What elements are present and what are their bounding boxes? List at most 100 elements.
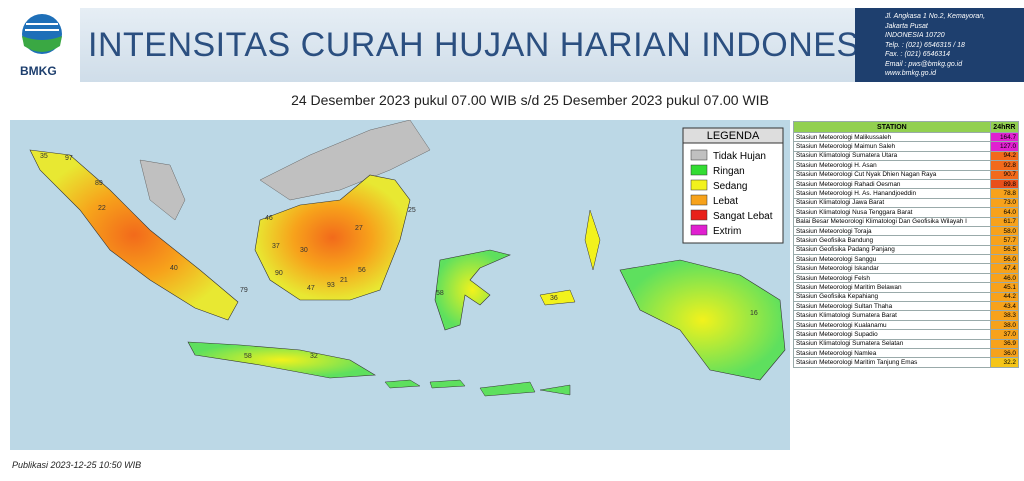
map-label: 37 xyxy=(272,243,280,250)
station-name: Stasiun Meteorologi Maritim Belawan xyxy=(793,282,991,293)
table-row: Stasiun Meteorologi Maritim Tanjung Emas… xyxy=(793,357,1020,368)
station-name: Stasiun Klimatologi Sumatera Barat xyxy=(793,310,991,321)
table-row: Stasiun Klimatologi Sumatera Utara 94.2 xyxy=(793,150,1020,162)
address-line: Jl. Angkasa 1 No.2, Kemayoran, xyxy=(885,13,986,20)
station-name: Stasiun Meteorologi Supadio xyxy=(793,329,991,340)
station-name: Stasiun Meteorologi Rahadi Oesman xyxy=(793,178,991,190)
legend-swatch xyxy=(690,224,708,236)
station-name: Stasiun Meteorologi Sultan Thaha xyxy=(793,301,991,312)
station-name: Stasiun Meteorologi Namlea xyxy=(793,347,991,359)
station-name: Balai Besar Meteorologi Klimatologi Dan … xyxy=(793,216,991,227)
legend-swatch xyxy=(690,149,708,161)
address-line: Email : pws@bmkg.go.id xyxy=(885,60,963,68)
legend-label: Extrim xyxy=(713,226,741,237)
map-label: 25 xyxy=(408,207,416,214)
publication: Publikasi 2023-12-25 10:50 WIB xyxy=(12,460,142,470)
rainfall-value: 127.0 xyxy=(989,141,1020,152)
rainfall-value: 73.0 xyxy=(989,197,1020,209)
address-line: www.bmkg.go.id xyxy=(885,70,936,77)
legend-label: Sedang xyxy=(713,181,747,192)
rainfall-value: 45.1 xyxy=(989,282,1020,293)
header: BMKG INTENSITAS CURAH HUJAN HARIAN INDON… xyxy=(0,0,1024,88)
legend-swatch xyxy=(690,194,708,206)
subtitle: 24 Desember 2023 pukul 07.00 WIB s/d 25 … xyxy=(291,92,769,108)
rainfall-value: 36.0 xyxy=(989,347,1020,359)
rainfall-value: 64.0 xyxy=(989,207,1020,218)
station-name: Stasiun Meteorologi Toraja xyxy=(793,225,991,237)
papua xyxy=(619,259,786,381)
map-label: 27 xyxy=(355,225,363,232)
station-name: Stasiun Geofisika Padang Panjang xyxy=(793,244,991,256)
station-name: Stasiun Klimatologi Sumatera Selatan xyxy=(793,338,991,350)
table-row: Stasiun Meteorologi Toraja 58.0 xyxy=(793,225,1020,237)
station-name: Stasiun Geofisika Bandung xyxy=(793,235,991,246)
station-name: Stasiun Klimatologi Sumatera Utara xyxy=(793,150,991,162)
table-row: Stasiun Klimatologi Jawa Barat 73.0 xyxy=(793,197,1020,209)
map-labels: 35 97 89 22 40 46 37 30 27 56 93 47 21 90 79 58 36 16 32 58… xyxy=(40,153,758,360)
peninsula xyxy=(139,159,186,221)
column-header: 24hRR xyxy=(989,121,1020,133)
table-body: Stasiun Meteorologi Malikussaleh 164.7 Sta… xyxy=(793,131,1020,368)
map-label: 40 xyxy=(170,265,178,272)
station-name: Stasiun Meteorologi H. Asan xyxy=(793,160,991,171)
map-label: 79 xyxy=(240,287,248,294)
station-table: STATION 24hRR Stasiun Meteorologi Maliku… xyxy=(793,121,1020,368)
map-label: 21 xyxy=(340,277,348,284)
address-line: Jakarta Pusat xyxy=(885,22,928,30)
legend-swatch xyxy=(690,179,708,191)
station-name: Stasiun Meteorologi H. As. Hanandjoeddin xyxy=(793,188,991,199)
station-name: Stasiun Meteorologi Felsh xyxy=(793,272,991,284)
rainfall-value: 47.4 xyxy=(989,263,1020,274)
table-row: Stasiun Meteorologi Sanggu 56.0 xyxy=(793,254,1020,265)
station-name: Stasiun Meteorologi Malikussaleh xyxy=(793,131,991,143)
legend-label: Ringan xyxy=(713,166,745,177)
map-label: 58 xyxy=(244,353,252,360)
rainfall-value: 38.3 xyxy=(989,310,1020,321)
map-label: 58 xyxy=(436,290,444,297)
address: Jl. Angkasa 1 No.2, Kemayoran, Jakarta Pu… xyxy=(855,8,1024,82)
table-row: Stasiun Meteorologi H. Asan 92.8 xyxy=(793,160,1020,171)
rainfall-value: 89.8 xyxy=(989,178,1020,190)
rainfall-value: 44.2 xyxy=(989,291,1020,303)
table-row: Stasiun Meteorologi Supadio 37.0 xyxy=(793,329,1020,340)
map-label: 89 xyxy=(95,180,103,187)
map-label: 36 xyxy=(550,295,558,302)
table-row: Balai Besar Meteorologi Klimatologi Dan … xyxy=(793,216,1020,227)
table-row: Stasiun Meteorologi Kualanamu 38.0 xyxy=(793,319,1020,331)
table-row: Stasiun Meteorologi Rahadi Oesman 89.8 xyxy=(793,178,1020,190)
station-name: Stasiun Geofisika Kepahiang xyxy=(793,291,991,303)
rainfall-value: 32.2 xyxy=(989,357,1020,368)
table-row: Stasiun Meteorologi Sultan Thaha 43.4 xyxy=(793,301,1020,312)
rainfall-value: 56.0 xyxy=(989,254,1020,265)
map-label: 93 xyxy=(327,282,335,289)
table-row: Stasiun Meteorologi Felsh 46.0 xyxy=(793,272,1020,284)
rainfall-value: 36.9 xyxy=(989,338,1020,350)
table-row: Stasiun Meteorologi Namlea 36.0 xyxy=(793,347,1020,359)
logo-text: BMKG xyxy=(20,64,57,78)
banner xyxy=(80,8,855,82)
map: 35 97 89 22 40 46 37 30 27 56 93 47 21 90 79 58 36 16 32 58… xyxy=(10,120,790,450)
map-label: 16 xyxy=(750,310,758,317)
legend-swatch xyxy=(690,164,708,176)
legend-label: Sangat Lebat xyxy=(713,211,773,222)
table-row: Stasiun Geofisika Bandung 57.7 xyxy=(793,235,1020,246)
rainfall-value: 43.4 xyxy=(989,301,1020,312)
kalimantan xyxy=(254,174,411,301)
address-line: Fax. : (021) 6546314 xyxy=(885,51,950,58)
rainfall-value: 57.7 xyxy=(989,235,1020,246)
station-name: Stasiun Meteorologi Sanggu xyxy=(793,254,991,265)
rainfall-value: 78.8 xyxy=(989,188,1020,199)
table-row: Stasiun Meteorologi Cut Nyak Dhien Nagan… xyxy=(793,169,1020,180)
table-row: Stasiun Klimatologi Sumatera Barat 38.3 xyxy=(793,310,1020,321)
table-row: Stasiun Geofisika Padang Panjang 56.5 xyxy=(793,244,1020,256)
map-label: 56 xyxy=(358,267,366,274)
address-line: Telp. : (021) 6546315 / 18 xyxy=(885,41,965,49)
nusa-tenggara xyxy=(384,379,571,397)
table-row: Stasiun Klimatologi Sumatera Selatan 36.9 xyxy=(793,338,1020,350)
table-row: Stasiun Geofisika Kepahiang 44.2 xyxy=(793,291,1020,303)
map-label: 97 xyxy=(65,155,73,162)
station-name: Stasiun Klimatologi Jawa Barat xyxy=(793,197,991,209)
map-label: 47 xyxy=(307,285,315,292)
legend-label: Lebat xyxy=(713,196,738,207)
title: INTENSITAS CURAH HUJAN HARIAN INDONESIA xyxy=(88,26,893,64)
